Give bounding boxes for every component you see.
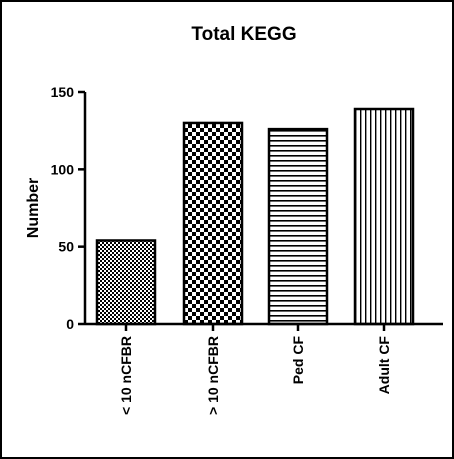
y-tick-label: 150	[51, 84, 75, 100]
bar-3	[267, 127, 329, 326]
chart-title: Total KEGG	[191, 24, 296, 45]
x-tick-label: < 10 nCFBR	[118, 336, 134, 415]
y-axis: 0 50 100 150	[51, 84, 87, 332]
bar-1	[95, 239, 157, 326]
bar-series	[95, 107, 415, 326]
y-tick-label: 0	[66, 316, 74, 332]
bar-4	[353, 107, 415, 326]
x-tick-label: > 10 nCFBR	[205, 336, 221, 415]
y-axis-label: Number	[25, 178, 42, 238]
y-tick-label: 50	[58, 239, 74, 255]
bar-2	[182, 121, 244, 326]
x-axis: < 10 nCFBR > 10 nCFBR Ped CF Adult CF	[85, 322, 443, 415]
y-tick-label: 100	[51, 161, 75, 177]
x-tick-label: Adult CF	[376, 336, 392, 395]
x-tick-label: Ped CF	[290, 336, 306, 385]
